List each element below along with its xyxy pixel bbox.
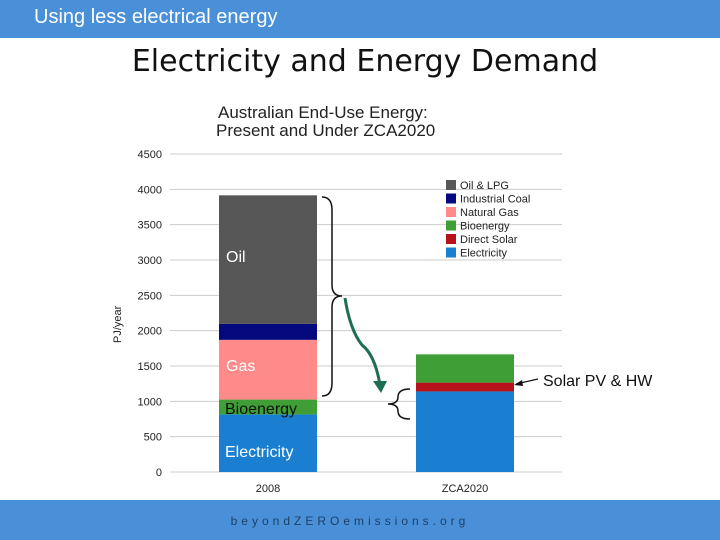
y-axis-label: PJ/year (112, 305, 124, 343)
legend-label: Electricity (460, 248, 508, 260)
footer-bar: beyondZEROemissions.org (0, 500, 720, 540)
legend-swatch (446, 193, 456, 204)
legend-label: Industrial Coal (460, 194, 530, 206)
brace-2008 (321, 196, 343, 397)
annotation-gas: Gas (226, 358, 255, 375)
chart-bars (219, 195, 514, 472)
annotation-electricity: Electricity (225, 444, 293, 461)
annotation-oil: Oil (226, 249, 246, 266)
reduction-arrow (343, 297, 382, 386)
legend-swatch (446, 207, 456, 217)
footer-url: beyondZEROemissions.org (230, 514, 470, 528)
legend-swatch (446, 220, 456, 231)
y-tick-label: 500 (144, 432, 162, 444)
chart-subtitle: Present and Under ZCA2020 (216, 121, 435, 140)
header-bar: Using less electrical energy (0, 0, 720, 38)
bar-segment-natural-gas-2008 (219, 339, 317, 400)
x-tick-label: ZCA2020 (442, 483, 488, 495)
reduction-arrowhead (373, 381, 387, 393)
bar-segment-oil-lpg-2008 (219, 195, 317, 324)
bar-segment-electricity-zca2020 (416, 391, 514, 472)
brace-zca2020 (387, 388, 411, 420)
annotation-solar: Solar PV & HW (543, 373, 653, 390)
legend-label: Direct Solar (460, 234, 518, 246)
bar-segment-bioenergy-zca2020 (416, 354, 514, 383)
y-tick-label: 3500 (138, 220, 162, 232)
bar-segment-electricity-2008 (219, 414, 317, 472)
x-tick-label: 2008 (256, 483, 280, 495)
solar-pointer-head (514, 380, 523, 386)
y-tick-label: 4000 (138, 184, 162, 196)
header-title: Using less electrical energy (34, 6, 278, 28)
y-tick-label: 2500 (138, 290, 162, 302)
y-tick-label: 3000 (138, 255, 162, 267)
y-tick-label: 1000 (138, 396, 162, 408)
slide-title: Electricity and Energy Demand (131, 44, 599, 79)
y-tick-label: 0 (156, 467, 162, 479)
chart-title: Australian End-Use Energy: (218, 103, 428, 122)
bar-segment-direct-solar-zca2020 (416, 382, 514, 392)
chart-annotations: Oil Gas Bioenergy Electricity Solar PV &… (225, 196, 653, 461)
legend-label: Oil & LPG (460, 180, 509, 192)
legend-label: Bioenergy (460, 221, 510, 233)
bar-segment-bioenergy-2008 (219, 399, 317, 415)
legend-swatch (446, 234, 456, 244)
annotation-bioenergy: Bioenergy (225, 401, 297, 418)
bar-segment-industrial-coal-2008 (219, 323, 317, 340)
y-tick-label: 4500 (138, 149, 162, 161)
chart-axes: 0 500 1000 1500 2000 2500 3000 3500 4000 4500 2008… (138, 149, 489, 495)
y-tick-label: 1500 (138, 361, 162, 373)
y-tick-label: 2000 (138, 326, 162, 338)
legend-label: Natural Gas (460, 207, 519, 219)
legend-swatch (446, 247, 456, 258)
legend-swatch (446, 180, 456, 190)
